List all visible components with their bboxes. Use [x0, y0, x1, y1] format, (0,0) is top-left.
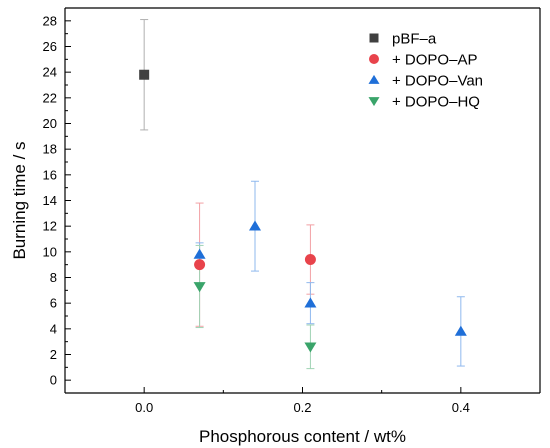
legend-label: + DOPO–AP: [392, 52, 477, 69]
data-point: [193, 248, 206, 259]
x-tick-label: 0.2: [293, 400, 311, 415]
x-tick-label: 0.0: [135, 400, 153, 415]
legend-marker: [369, 54, 379, 64]
y-tick-label: 28: [43, 13, 57, 28]
y-tick-label: 6: [50, 296, 57, 311]
data-point: [194, 259, 206, 271]
legend-marker: [368, 74, 380, 84]
y-axis-title: Burning time / s: [10, 141, 29, 259]
y-tick-label: 4: [50, 321, 57, 336]
legend: pBF–a + DOPO–AP + DOPO–Van + DOPO–HQ: [368, 31, 483, 111]
x-tick-label: 0.4: [452, 400, 470, 415]
legend-label: + DOPO–HQ: [392, 94, 480, 111]
y-tick-label: 16: [43, 167, 57, 182]
y-tick-label: 10: [43, 244, 57, 259]
data-point: [304, 254, 316, 266]
legend-label: + DOPO–Van: [392, 73, 483, 90]
legend-marker: [369, 33, 379, 43]
y-tick-label: 12: [43, 219, 57, 234]
y-tick-label: 26: [43, 39, 57, 54]
y-tick-label: 0: [50, 373, 57, 388]
y-tick-label: 24: [43, 65, 57, 80]
data-point: [193, 282, 206, 293]
y-tick-label: 2: [50, 347, 57, 362]
legend-marker: [368, 97, 380, 107]
x-axis-title: Phosphorous content / wt%: [199, 427, 406, 446]
data-point: [139, 69, 150, 80]
legend-label: pBF–a: [392, 31, 437, 48]
y-tick-label: 22: [43, 90, 57, 105]
y-tick-label: 18: [43, 142, 57, 157]
data-point: [304, 342, 317, 353]
data-point: [249, 220, 261, 231]
data-point: [454, 325, 467, 336]
data-point: [304, 297, 317, 308]
y-tick-label: 20: [43, 116, 57, 131]
data-markers: [139, 69, 467, 353]
y-tick-label: 14: [43, 193, 57, 208]
y-tick-label: 8: [50, 270, 57, 285]
